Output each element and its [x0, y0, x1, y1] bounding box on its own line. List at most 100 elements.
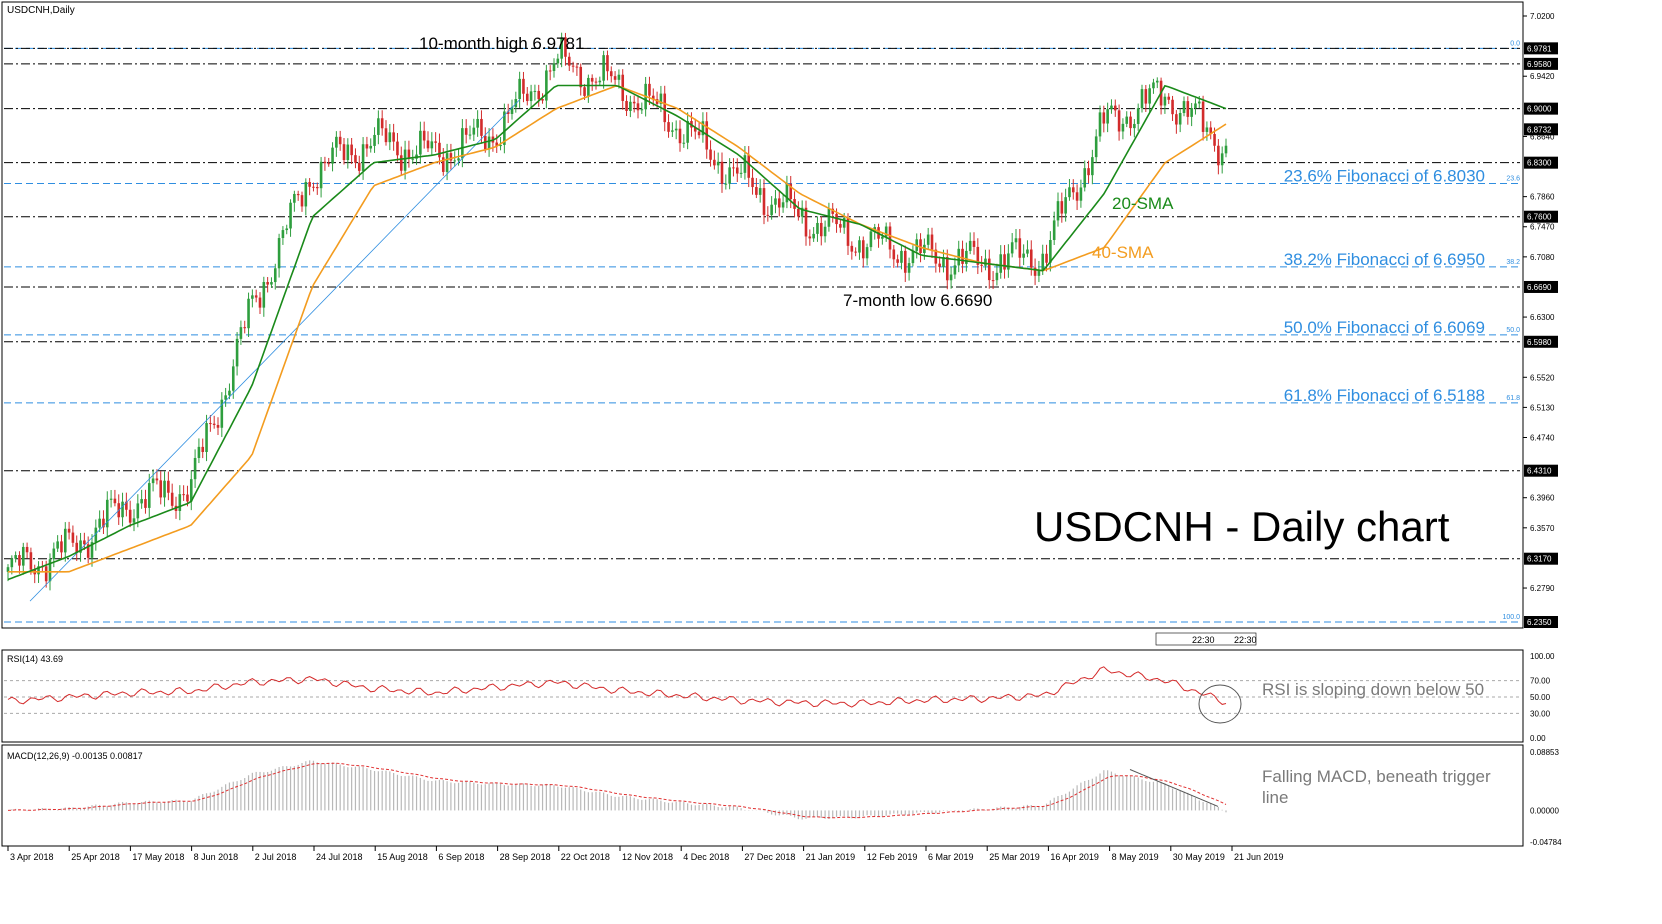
- candle-body: [434, 141, 437, 143]
- fib-text: 50.0% Fibonacci of 6.6069: [1284, 318, 1485, 337]
- candle-body: [178, 494, 182, 511]
- date-tick-label: 3 Apr 2018: [10, 852, 54, 862]
- macd-panel-frame: [1, 744, 1524, 847]
- candle-body: [1094, 136, 1098, 158]
- candle-body: [144, 499, 147, 508]
- candle-body: [75, 542, 79, 553]
- candle-body: [499, 144, 502, 147]
- price-tick-label: 6.4740: [1530, 433, 1555, 442]
- candlestick-layer: [6, 32, 1228, 602]
- candle-body: [774, 198, 777, 205]
- fibonacci-layer: 0.0 23.6 23.6% Fibonacci of 6.8030 38.2 38.2…: [4, 40, 1520, 623]
- candle-body: [167, 480, 170, 493]
- candle-body: [1052, 220, 1056, 241]
- level-tag-box: [1524, 102, 1558, 115]
- candle-body: [262, 282, 266, 308]
- candle-body: [25, 546, 29, 553]
- candle-body: [984, 258, 987, 266]
- candle-body: [1010, 242, 1014, 254]
- level-tag: 6.7600: [1527, 213, 1552, 222]
- candle-body: [850, 245, 854, 252]
- level-tag: 6.9781: [1527, 44, 1552, 53]
- candle-body: [842, 217, 846, 228]
- candle-body: [380, 118, 384, 129]
- candle-body: [552, 63, 556, 72]
- date-tick-label: 30 May 2019: [1173, 852, 1225, 862]
- candle-body: [751, 177, 754, 188]
- candle-body: [999, 254, 1003, 273]
- date-tick-label: 12 Nov 2018: [622, 852, 673, 862]
- candle-body: [430, 141, 434, 149]
- candle-body: [1167, 96, 1171, 100]
- candle-body: [1217, 145, 1220, 166]
- candle-body: [1148, 88, 1151, 104]
- candle-body: [1102, 112, 1106, 124]
- candle-body: [121, 501, 124, 518]
- candle-body: [949, 274, 953, 281]
- candle-body: [900, 250, 903, 263]
- candle-body: [197, 446, 201, 458]
- date-axis-layer: 3 Apr 2018 25 Apr 2018 17 May 2018 8 Jun 20…: [7, 846, 1284, 862]
- candle-body: [90, 542, 94, 558]
- candle-body: [220, 399, 224, 428]
- candle-body: [445, 153, 449, 172]
- candle-body: [266, 282, 269, 285]
- candle-body: [1113, 105, 1117, 111]
- candle-body: [1068, 187, 1071, 198]
- price-tick-label: 6.3960: [1530, 494, 1555, 503]
- candle-body: [789, 183, 793, 200]
- candle-body: [231, 366, 235, 391]
- candle-body: [579, 66, 583, 88]
- candle-body: [125, 501, 128, 510]
- candle-body: [258, 297, 262, 308]
- candle-body: [1083, 168, 1087, 188]
- level-tag: 6.9580: [1527, 60, 1552, 69]
- candle-body: [892, 249, 896, 260]
- candle-body: [1213, 134, 1216, 146]
- candle-body: [273, 268, 277, 283]
- candle-body: [713, 159, 716, 166]
- candle-body: [79, 540, 82, 553]
- candle-body: [965, 250, 968, 264]
- candle-body: [411, 158, 415, 160]
- level-tag: 6.8300: [1527, 159, 1552, 168]
- candle-body: [369, 145, 373, 149]
- candle-body: [396, 141, 399, 156]
- rsi-layer: 100.00 70.00 50.00 30.00 0.00: [4, 652, 1555, 743]
- candle-body: [613, 76, 617, 80]
- candle-body: [781, 202, 785, 208]
- date-tick-label: 28 Sep 2018: [500, 852, 551, 862]
- candle-body: [1098, 112, 1102, 137]
- candle-body: [60, 541, 63, 553]
- candle-body: [44, 566, 48, 582]
- candle-body: [567, 56, 571, 66]
- macd-signal-line: [7, 762, 1227, 819]
- sma40-label: 40-SMA: [1092, 243, 1154, 262]
- candle-body: [136, 503, 140, 519]
- price-axis-layer: 7.0200 6.9420 6.8640 6.7860 6.7470 6.7080 6.63…: [1523, 12, 1558, 628]
- candle-body: [930, 234, 934, 250]
- candle-body: [1029, 249, 1033, 268]
- candle-body: [839, 224, 842, 228]
- candle-body: [37, 566, 40, 575]
- candle-body: [907, 263, 911, 273]
- candle-body: [766, 214, 770, 216]
- candle-body: [816, 222, 819, 234]
- candle-body: [632, 101, 636, 104]
- candle-body: [1186, 101, 1190, 117]
- candle-body: [1071, 187, 1075, 193]
- candle-body: [1129, 116, 1132, 129]
- candle-body: [865, 247, 869, 259]
- candle-body: [594, 81, 598, 83]
- price-tick-label: 6.5520: [1530, 373, 1555, 382]
- candle-body: [888, 226, 892, 250]
- macd-label: MACD(12,26,9) -0.00135 0.00817: [7, 751, 143, 761]
- candle-body: [587, 77, 590, 96]
- candle-body: [522, 78, 525, 94]
- level-tag: 6.3170: [1527, 555, 1552, 564]
- level-tag-box: [1524, 156, 1558, 169]
- low-annotation: 7-month low 6.6690: [843, 291, 992, 310]
- candle-body: [762, 188, 766, 215]
- candle-body: [235, 338, 239, 367]
- candle-body: [1140, 89, 1144, 109]
